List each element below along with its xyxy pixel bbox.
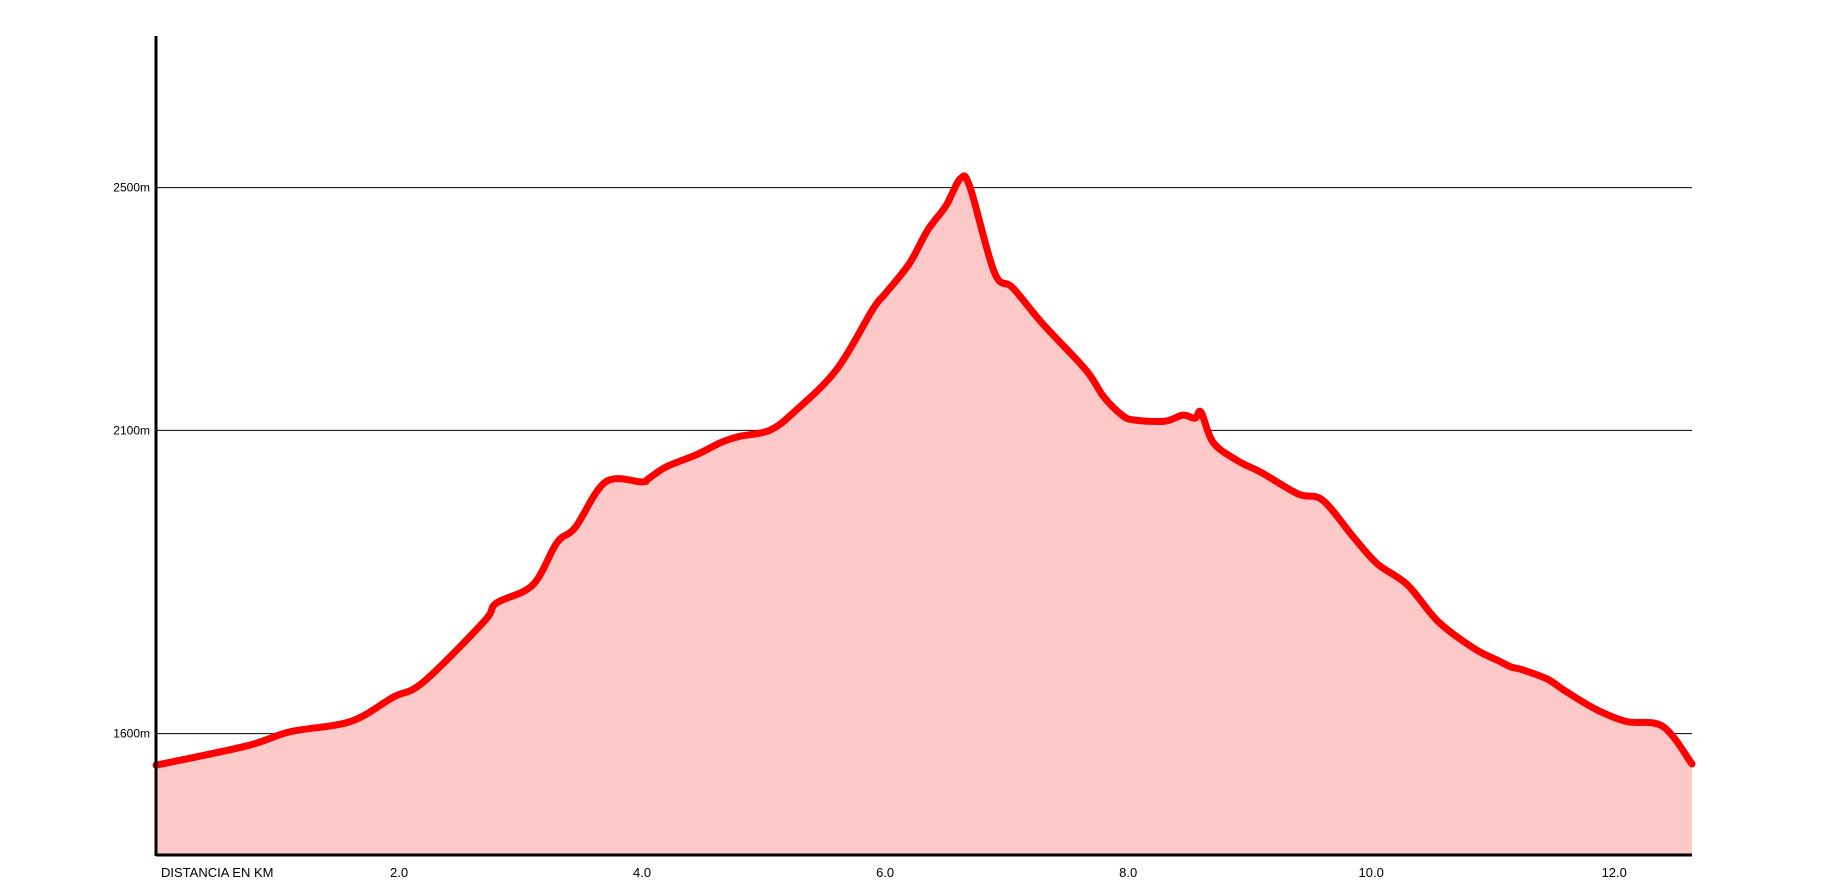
y-tick-label: 2100m: [113, 423, 150, 437]
y-tick-label: 1600m: [113, 727, 150, 741]
x-tick-label: 10.0: [1359, 865, 1384, 880]
x-tick-label: 8.0: [1119, 865, 1137, 880]
x-tick-labels: 2.0 4.0 6.0 8.0 10.0 12.0: [390, 865, 1627, 880]
elevation-line: [152, 172, 1696, 769]
x-axis-label: DISTANCIA EN KM: [161, 865, 273, 880]
y-tick-labels: 1600m 2100m 2500m: [113, 181, 150, 741]
x-tick-label: 4.0: [633, 865, 651, 880]
x-tick-label: 6.0: [876, 865, 894, 880]
y-tick-label: 2500m: [113, 181, 150, 195]
x-tick-label: 12.0: [1602, 865, 1627, 880]
elevation-area-fill: [156, 175, 1692, 855]
x-tick-label: 2.0: [390, 865, 408, 880]
